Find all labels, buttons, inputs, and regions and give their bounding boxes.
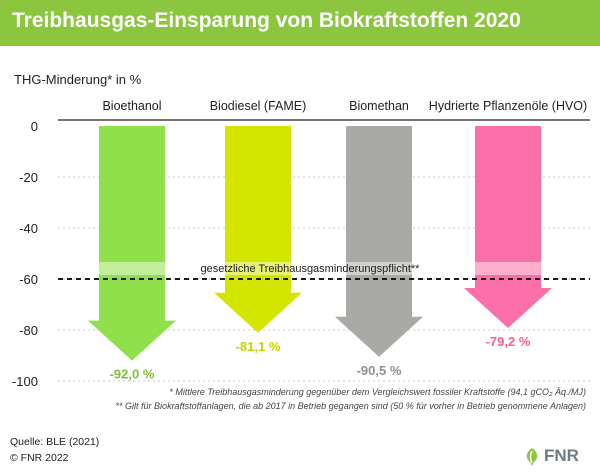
- arrow-bar: [88, 126, 176, 361]
- source-text: Quelle: BLE (2021): [10, 436, 100, 448]
- category-label: Bioethanol: [102, 99, 162, 113]
- arrow-bar: [335, 126, 423, 357]
- y-axis-label: THG-Minderung* in %: [14, 72, 142, 87]
- category-label: Biodiesel (FAME): [209, 99, 307, 113]
- footnote-1: * Mittlere Treibhausgasminderung gegenüb…: [169, 387, 586, 397]
- fnr-leaf-logo-icon: [526, 448, 538, 466]
- footnote-2: ** Gilt für Biokraftstoffanlagen, die ab…: [115, 401, 586, 411]
- arrow-bar: [214, 126, 302, 333]
- data-label: -92,0 %: [110, 367, 155, 382]
- fnr-logo-text: FNR: [544, 446, 579, 465]
- category-label: Biomethan: [349, 99, 409, 113]
- fnr-logo: FNR: [522, 446, 592, 468]
- category-label: Hydrierte Pflanzenöle (HVO): [428, 99, 588, 113]
- y-tick-label: 0: [31, 119, 38, 134]
- y-tick-label: -40: [19, 221, 38, 236]
- title-bar: Treibhausgas-Einsparung von Biokraftstof…: [0, 0, 600, 46]
- y-tick-label: -100: [12, 374, 38, 389]
- data-label: -81,1 %: [236, 339, 281, 354]
- y-tick-label: -60: [19, 272, 38, 287]
- copyright-text: © FNR 2022: [10, 452, 69, 464]
- data-label: -90,5 %: [357, 363, 402, 378]
- data-label: -79,2 %: [486, 334, 531, 349]
- y-tick-label: -80: [19, 323, 38, 338]
- y-tick-label: -20: [19, 170, 38, 185]
- threshold-band: [58, 262, 590, 275]
- arrow-bar: [464, 126, 552, 328]
- chart-title: Treibhausgas-Einsparung von Biokraftstof…: [12, 9, 521, 32]
- threshold-label: gesetzliche Treibhausgasminderungspflich…: [201, 263, 421, 275]
